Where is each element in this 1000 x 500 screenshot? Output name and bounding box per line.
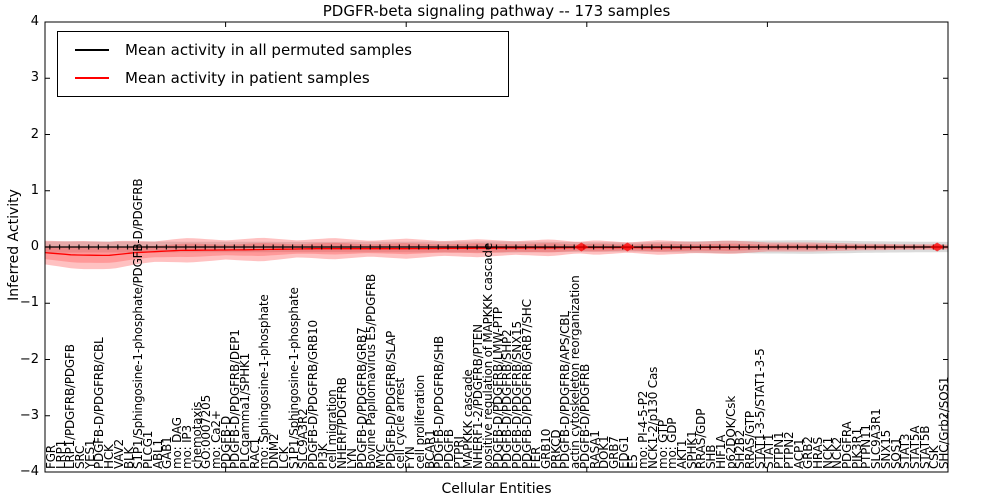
legend-label-patient: Mean activity in patient samples (125, 68, 370, 87)
y-tick-label: −3 (19, 407, 39, 423)
chart-title: PDGFR-beta signaling pathway -- 173 samp… (322, 2, 671, 20)
outlier-diamond-marker (574, 242, 589, 252)
y-tick-label: 4 (30, 14, 39, 29)
y-tick-label: −4 (19, 464, 39, 479)
legend: Mean activity in all permuted samples Me… (57, 31, 509, 97)
y-tick-label: 0 (30, 239, 39, 254)
entity-label: SHC/Grb2/SOS1 (937, 376, 952, 469)
y-tick-label: 2 (30, 126, 39, 142)
entity-label: PDGFB-D/PDGFRB/GRB7/SHC (519, 299, 534, 469)
entity-label: S1P1/Sphingosine-1-phosphate/PDGFB-D/PDG… (131, 178, 146, 469)
y-tick-label: 3 (30, 70, 39, 86)
entity-label: Bovine Papilomavirus E5/PDGFRB (364, 273, 379, 469)
legend-label-permuted: Mean activity in all permuted samples (125, 41, 412, 60)
y-tick-label: −1 (19, 295, 39, 311)
outlier-diamond-marker (620, 242, 635, 252)
patient-std-band (45, 237, 948, 270)
patient-line-swatch (75, 76, 109, 79)
y-tick-label: −2 (19, 351, 39, 367)
legend-entry-permuted: Mean activity in all permuted samples (58, 41, 508, 59)
y-tick-label: 1 (30, 182, 39, 198)
legend-entry-patient: Mean activity in patient samples (58, 69, 508, 87)
outlier-diamond-marker (930, 242, 945, 252)
x-axis-label: Cellular Entities (441, 481, 552, 497)
permuted-line-swatch (75, 49, 109, 52)
